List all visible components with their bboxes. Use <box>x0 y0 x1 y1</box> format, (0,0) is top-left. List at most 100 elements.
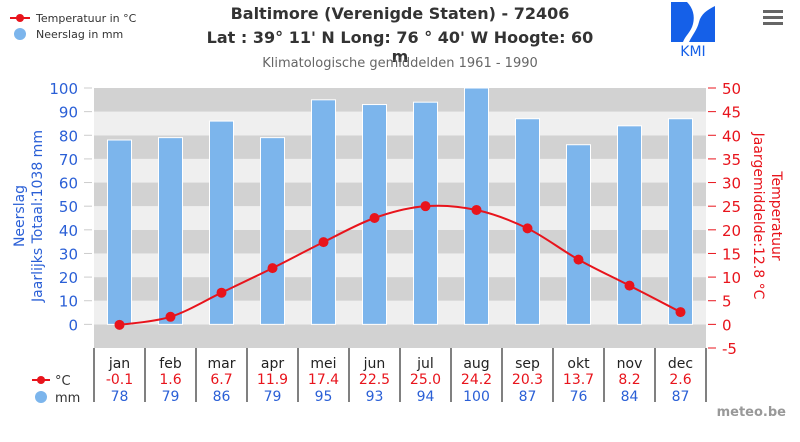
grid-band <box>94 135 706 159</box>
row-temp-label: °C <box>55 374 71 389</box>
blue-circle-icon <box>8 27 32 41</box>
precipitation-bar[interactable] <box>617 125 642 325</box>
row-temp-icon <box>37 376 45 384</box>
month-label: jul <box>416 356 434 372</box>
month-temperature: 2.6 <box>669 372 691 388</box>
month-temperature: 17.4 <box>308 372 339 388</box>
month-label: feb <box>159 356 182 372</box>
month-label: dec <box>668 356 693 372</box>
month-temperature: 11.9 <box>257 372 288 388</box>
month-precipitation: 95 <box>315 389 333 405</box>
legend-item-precipitation[interactable]: Neerslag in mm <box>8 26 136 42</box>
precipitation-bar[interactable] <box>260 137 285 325</box>
precipitation-bar[interactable] <box>566 144 591 325</box>
temperature-point[interactable] <box>114 319 125 330</box>
logo-text: KMI <box>680 44 705 58</box>
grid-band <box>94 300 706 325</box>
left-tick-label: 50 <box>59 198 78 216</box>
month-temperature: 8.2 <box>618 372 640 388</box>
grid-band <box>94 88 706 112</box>
left-tick-label: 0 <box>68 316 78 334</box>
left-tick-label: 20 <box>59 269 78 287</box>
month-label: jan <box>108 356 130 372</box>
temperature-point[interactable] <box>216 287 227 298</box>
row-precip-label: mm <box>55 391 80 406</box>
left-tick-label: 90 <box>59 104 78 122</box>
temperature-point[interactable] <box>318 237 329 248</box>
month-precipitation: 79 <box>162 389 180 405</box>
right-axis-title: TemperatuurJaargemiddelde:12.8 °C <box>750 132 784 300</box>
precipitation-bar[interactable] <box>311 99 336 325</box>
precipitation-bar[interactable] <box>515 118 540 325</box>
month-label: aug <box>463 356 489 372</box>
right-tick-label: 5 <box>722 293 732 311</box>
left-tick-label: 10 <box>59 293 78 311</box>
month-temperature: 22.5 <box>359 372 390 388</box>
right-tick-label: 30 <box>722 175 741 193</box>
right-tick-label: 35 <box>722 151 741 169</box>
right-tick-label: 0 <box>722 316 732 334</box>
temperature-point[interactable] <box>624 280 635 291</box>
legend: Temperatuur in °C Neerslag in mm <box>8 10 136 42</box>
precipitation-bar[interactable] <box>107 139 132 325</box>
month-precipitation: 78 <box>111 389 129 405</box>
row-precip-icon <box>35 391 47 403</box>
temperature-point[interactable] <box>522 223 533 234</box>
chart-title: Baltimore (Verenigde Staten) - 72406 <box>230 4 570 23</box>
grid-band <box>94 182 706 207</box>
precipitation-bar[interactable] <box>158 137 183 325</box>
month-temperature: 20.3 <box>512 372 543 388</box>
chart-location: Lat : 39° 11' N Long: 76 ° 40' W Hoogte:… <box>206 28 594 66</box>
month-precipitation: 76 <box>570 389 588 405</box>
right-tick-label: 20 <box>722 222 741 240</box>
month-label: okt <box>567 356 590 372</box>
kmi-logo[interactable]: KMI <box>667 2 719 60</box>
grid-band <box>94 253 706 278</box>
month-precipitation: 94 <box>417 389 435 405</box>
month-precipitation: 87 <box>519 389 537 405</box>
right-tick-label: 25 <box>722 198 741 216</box>
month-precipitation: 84 <box>621 389 639 405</box>
temperature-point[interactable] <box>267 263 278 274</box>
month-label: mei <box>310 356 336 372</box>
month-label: apr <box>261 356 284 372</box>
temperature-point[interactable] <box>675 307 686 318</box>
temperature-point[interactable] <box>573 254 584 265</box>
month-temperature: 25.0 <box>410 372 441 388</box>
left-tick-label: 100 <box>49 80 78 98</box>
hamburger-menu-icon[interactable] <box>763 10 783 26</box>
temperature-point[interactable] <box>471 204 482 215</box>
legend-precipitation-label: Neerslag in mm <box>36 27 124 41</box>
month-precipitation: 100 <box>463 389 490 405</box>
grid-band <box>94 229 706 254</box>
month-label: nov <box>617 356 643 372</box>
grid-band <box>94 158 706 183</box>
right-tick-label: 15 <box>722 245 741 263</box>
month-label: jun <box>363 356 386 372</box>
left-tick-label: 70 <box>59 151 78 169</box>
precipitation-bar[interactable] <box>413 101 438 325</box>
temperature-point[interactable] <box>165 311 176 322</box>
credit-text[interactable]: meteo.be <box>716 405 786 420</box>
right-tick-label: 50 <box>722 80 741 98</box>
left-tick-label: 80 <box>59 127 78 145</box>
month-temperature: -0.1 <box>106 372 133 388</box>
left-tick-label: 40 <box>59 222 78 240</box>
right-tick-label: 10 <box>722 269 741 287</box>
right-tick-label: 40 <box>722 127 741 145</box>
legend-temperature-label: Temperatuur in °C <box>36 11 137 25</box>
left-tick-label: 30 <box>59 245 78 263</box>
month-label: mar <box>208 356 236 372</box>
month-temperature: 1.6 <box>159 372 181 388</box>
temperature-point[interactable] <box>420 201 431 212</box>
left-tick-label: 60 <box>59 175 78 193</box>
right-tick-label: -5 <box>722 340 737 358</box>
legend-item-temperature[interactable]: Temperatuur in °C <box>8 10 136 26</box>
precipitation-bar[interactable] <box>668 118 693 325</box>
month-precipitation: 79 <box>264 389 282 405</box>
grid-band <box>94 111 706 136</box>
month-temperature: 13.7 <box>563 372 594 388</box>
grid-band <box>94 206 706 230</box>
temperature-point[interactable] <box>369 213 380 223</box>
